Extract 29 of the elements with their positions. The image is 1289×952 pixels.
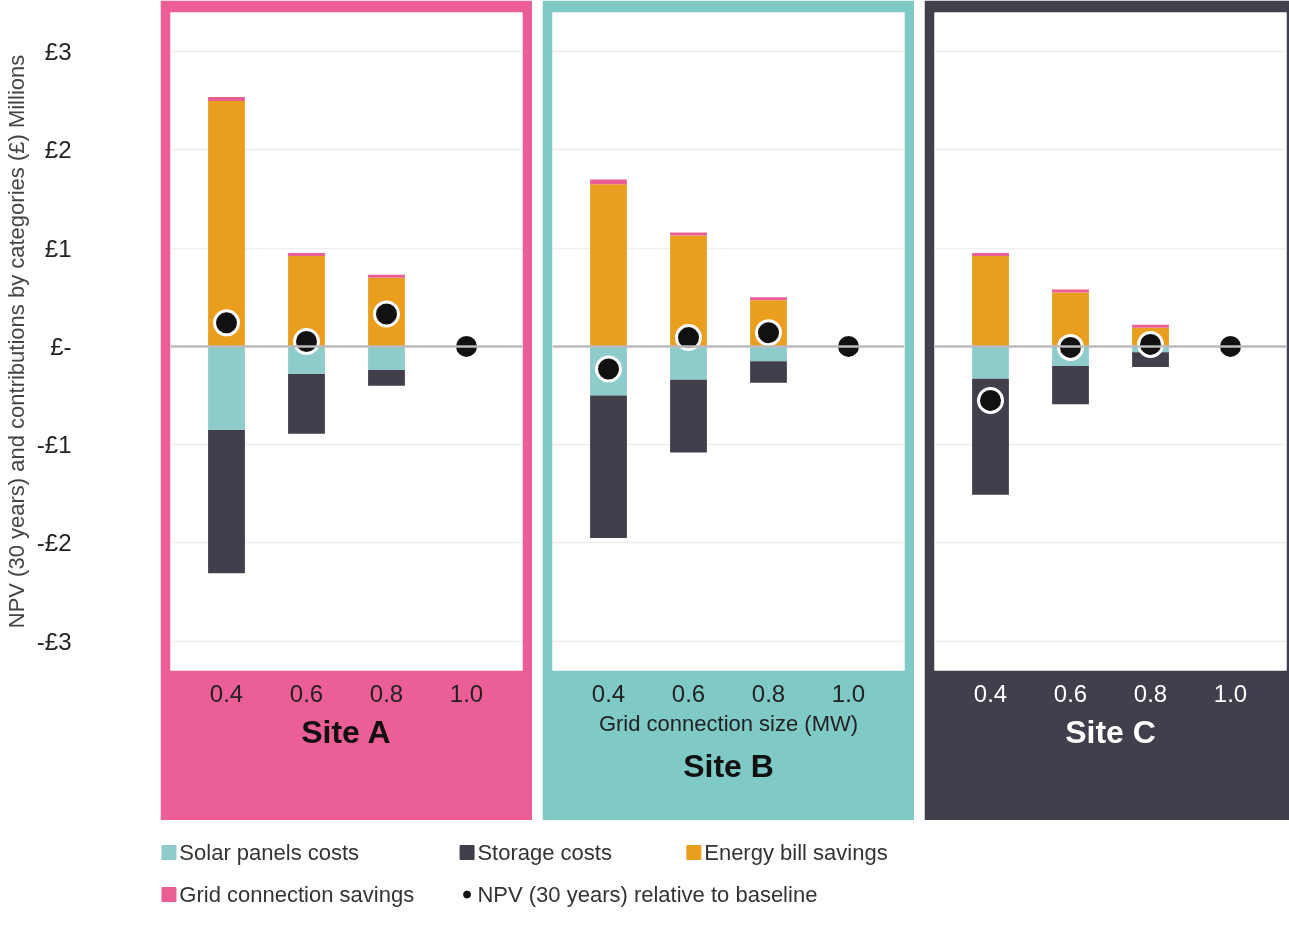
- y-tick-label: -£2: [36, 529, 72, 557]
- y-tick-label: £-: [50, 332, 72, 360]
- legend-label: Solar panels costs: [179, 840, 360, 865]
- x-tick-label: 1.0: [449, 679, 484, 707]
- legend-label: Grid connection savings: [179, 882, 415, 907]
- x-tick-label: 0.6: [671, 679, 706, 707]
- x-tick-label: 0.4: [591, 679, 626, 707]
- y-axis-title: NPV (30 years) and contributions by categories (£) Millions: [3, 54, 29, 629]
- x-tick-label: 0.8: [369, 679, 404, 707]
- y-tick-label: -£1: [36, 431, 72, 459]
- text: Site C: [1065, 713, 1156, 750]
- x-axis-title: Grid connection size (MW): [598, 710, 859, 736]
- x-tick-label: 0.4: [973, 679, 1008, 707]
- y-tick-label: £1: [44, 234, 72, 262]
- y-tick-label: £2: [44, 136, 72, 164]
- x-tick-label: 1.0: [831, 679, 866, 707]
- x-tick-label: 1.0: [1213, 679, 1248, 707]
- x-tick-label: 0.6: [289, 679, 324, 707]
- x-tick-label: 0.4: [209, 679, 244, 707]
- x-tick-label: 0.8: [751, 679, 786, 707]
- legend-label: Storage costs: [477, 840, 612, 865]
- x-tick-label: 0.6: [1053, 679, 1088, 707]
- legend-label: NPV (30 years) relative to baseline: [477, 882, 818, 907]
- legend-label: Energy bill savings: [704, 840, 888, 865]
- x-tick-label: 0.8: [1133, 679, 1168, 707]
- y-tick-label: -£3: [36, 627, 72, 655]
- y-tick-label: £3: [44, 38, 72, 66]
- text: Site B: [683, 747, 774, 784]
- text: Site A: [301, 713, 391, 750]
